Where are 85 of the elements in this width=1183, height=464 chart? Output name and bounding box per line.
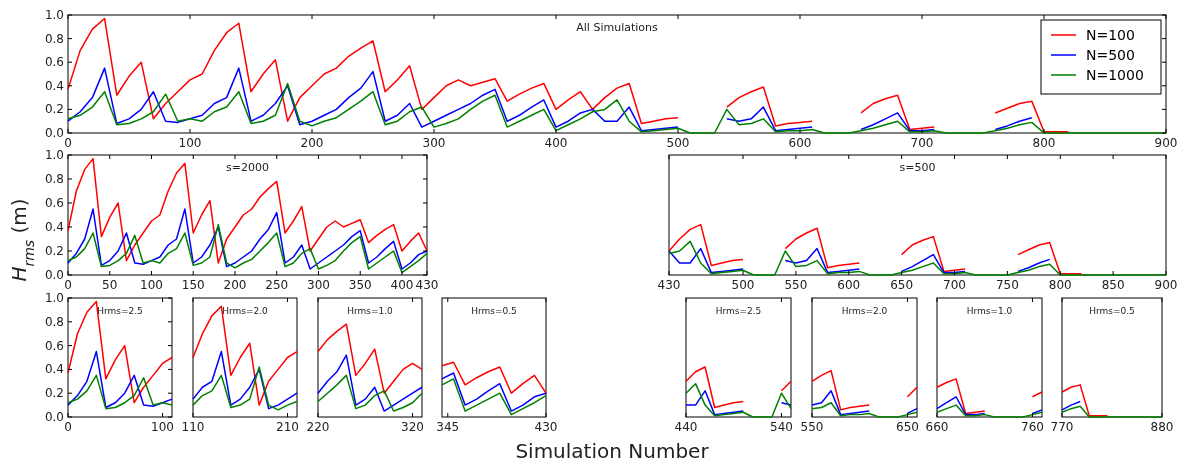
text: Hrms=1.0 (347, 306, 394, 316)
x-tick-label: 600 (788, 136, 812, 150)
x-tick-label: 200 (223, 278, 247, 292)
y-tick-label: 0.2 (44, 386, 64, 401)
line-series (67, 350, 173, 409)
x-tick-label: 900 (1154, 136, 1178, 150)
x-tick-label: 660 (925, 420, 949, 434)
x-tick-label: 500 (666, 136, 690, 150)
x-tick-label: 220 (306, 420, 330, 434)
x-tick-label: 760 (1021, 420, 1044, 434)
x-tick-label: 500 (731, 278, 755, 292)
y-tick-label: 0.6 (44, 55, 64, 70)
x-tick-label: 430 (415, 278, 439, 292)
x-tick-label: 430 (534, 420, 558, 434)
text: Hrms=2.5 (97, 306, 143, 316)
text: Hrms=0.5 (471, 306, 517, 316)
x-tick-label: 400 (390, 278, 414, 292)
x-tick-label: 750 (995, 278, 1019, 292)
y-tick-label: 0.8 (44, 172, 64, 186)
x-tick-label: 100 (178, 136, 202, 150)
text: s=2000 (226, 161, 269, 174)
y-tick-label: 1.0 (44, 8, 64, 22)
y-tick-label: 0.2 (44, 244, 64, 258)
x-tick-label: 440 (674, 420, 698, 434)
x-tick-label: 250 (265, 278, 289, 292)
x-tick-label: 300 (422, 136, 446, 150)
x-tick-label: 200 (300, 136, 324, 150)
x-tick-label: 0 (64, 420, 72, 434)
x-tick-label: 700 (910, 136, 934, 150)
text: Hrms=2.5 (715, 306, 762, 316)
x-tick-label: 50 (102, 278, 118, 292)
y-tick-label: 0.0 (44, 268, 64, 282)
x-tick-label: 110 (181, 420, 205, 434)
x-tick-label: 550 (800, 420, 824, 434)
y-tick-label: 0.8 (44, 31, 64, 46)
x-tick-label: 770 (1050, 420, 1074, 434)
line-series (67, 157, 428, 264)
legend-label: N=100 (1086, 27, 1135, 43)
x-tick-label: 800 (1032, 136, 1056, 150)
y-tick-label: 0.6 (44, 196, 64, 210)
y-tick-label: 0.0 (44, 410, 64, 424)
x-tick-label: 210 (276, 420, 299, 434)
x-tick-label: 320 (401, 420, 424, 434)
x-tick-label: 540 (770, 420, 793, 434)
line-series (67, 374, 173, 410)
x-tick-label: 0 (64, 278, 72, 292)
text: Hrms=1.0 (966, 306, 1013, 316)
text: All Simulations (576, 21, 658, 34)
x-axis-title: Simulation Number (515, 439, 710, 463)
y-tick-label: 0.6 (44, 338, 64, 353)
y-tick-label: 0.4 (44, 78, 64, 93)
x-tick-label: 850 (1101, 278, 1125, 292)
line-series (67, 208, 428, 270)
text: s=500 (899, 161, 936, 174)
legend-label: N=1000 (1086, 67, 1144, 83)
y-tick-label: 0.2 (44, 102, 64, 117)
x-tick-label: 600 (837, 278, 861, 292)
legend-label: N=500 (1086, 47, 1135, 63)
x-tick-label: 400 (544, 136, 568, 150)
x-tick-label: 300 (307, 278, 330, 292)
x-tick-label: 900 (1154, 278, 1178, 292)
x-tick-label: 100 (140, 278, 163, 292)
x-tick-label: 350 (348, 278, 372, 292)
y-tick-label: 1.0 (44, 291, 64, 305)
x-tick-label: 650 (896, 420, 919, 434)
x-tick-label: 0 (64, 136, 72, 150)
x-tick-label: 345 (436, 420, 460, 434)
y-tick-label: 0.0 (44, 126, 64, 140)
line-series (67, 300, 173, 404)
y-tick-label: 0.8 (44, 314, 64, 329)
text: Hrms=2.0 (841, 306, 888, 316)
x-tick-label: 700 (943, 278, 966, 292)
y-tick-label: 0.4 (44, 220, 64, 234)
x-tick-label: 150 (181, 278, 205, 292)
y-tick-label: 0.4 (44, 362, 64, 377)
x-tick-label: 430 (657, 278, 681, 292)
x-tick-label: 550 (784, 278, 808, 292)
x-tick-label: 880 (1150, 420, 1174, 434)
x-tick-label: 100 (151, 420, 174, 434)
line-series (67, 223, 428, 274)
x-tick-label: 800 (1048, 278, 1072, 292)
text: Hrms=2.0 (222, 306, 269, 316)
y-tick-label: 1.0 (44, 148, 64, 162)
x-tick-label: 650 (890, 278, 914, 292)
text: Hrms=0.5 (1089, 306, 1135, 316)
